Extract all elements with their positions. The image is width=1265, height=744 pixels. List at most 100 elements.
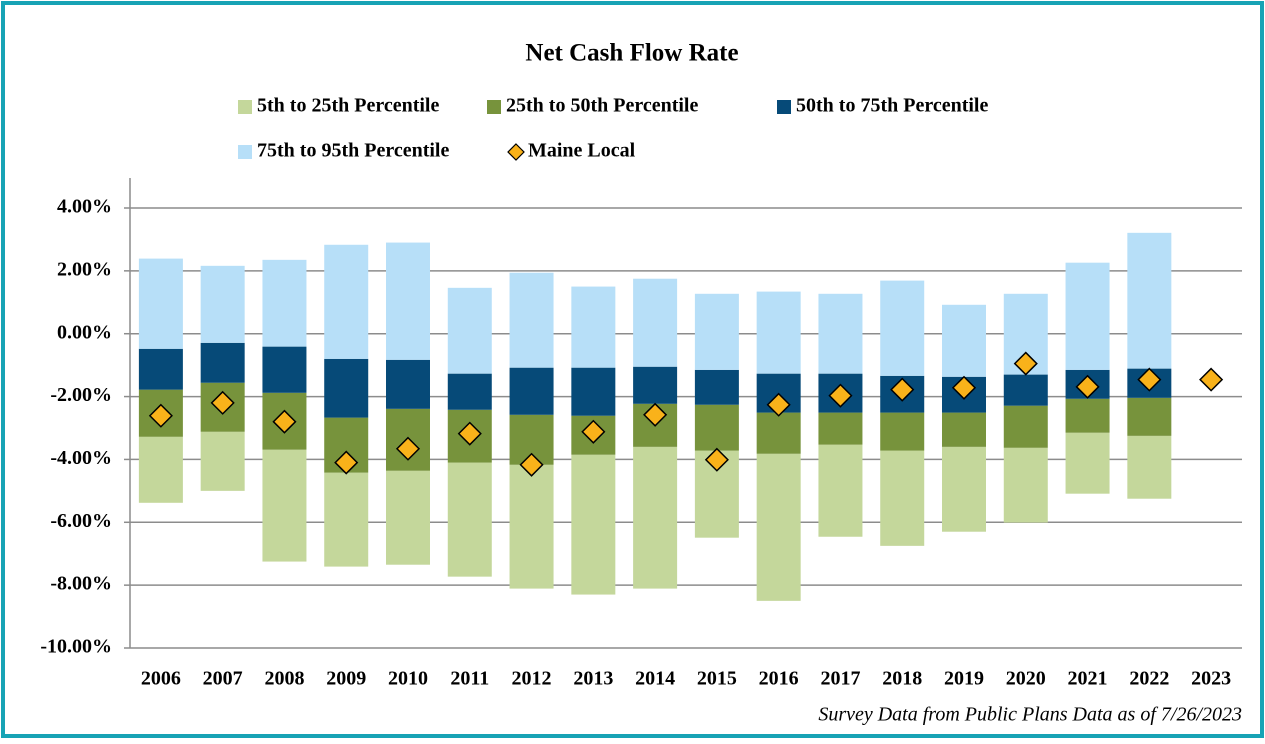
- bar-segment: [386, 242, 430, 360]
- bar-segment: [200, 431, 245, 491]
- bar-segment: [1127, 435, 1172, 499]
- x-tick-label: 2013: [573, 668, 613, 690]
- bar-segment: [818, 293, 863, 374]
- x-tick-label: 2018: [882, 668, 922, 690]
- marker: [951, 375, 977, 400]
- y-tick-label: 0.00%: [57, 321, 112, 343]
- bar-segment: [1127, 397, 1172, 436]
- marker: [766, 392, 791, 417]
- bar-segment: [818, 444, 863, 537]
- marker: [890, 377, 915, 402]
- bar-segment: [509, 272, 554, 368]
- marker: [334, 450, 359, 475]
- y-tick-label: -6.00%: [50, 510, 112, 532]
- marker: [1199, 367, 1224, 392]
- bar-segment: [138, 258, 183, 349]
- bar-segment: [756, 453, 801, 601]
- x-tick-label: 2008: [264, 668, 304, 690]
- bar-segment: [571, 454, 616, 595]
- bar-segment: [1003, 405, 1048, 448]
- x-tick-label: 2014: [635, 668, 675, 690]
- bar-segment: [880, 412, 925, 451]
- marker: [519, 452, 544, 477]
- legend-swatch: [777, 100, 791, 114]
- bar-segment: [756, 291, 801, 374]
- bar-segment: [447, 373, 492, 410]
- x-tick-label: 2021: [1068, 668, 1108, 690]
- y-tick-label: -2.00%: [50, 384, 112, 406]
- bar-segment: [509, 367, 554, 415]
- x-tick-label: 2023: [1191, 668, 1231, 690]
- x-tick-label: 2010: [388, 668, 428, 690]
- bar-segment: [1127, 232, 1172, 369]
- bar-segment: [942, 412, 986, 447]
- x-tick-label: 2007: [203, 668, 243, 690]
- bar-segment: [1065, 262, 1110, 370]
- bar-segment: [262, 449, 307, 562]
- bar-segment: [942, 446, 986, 532]
- bar-segment: [138, 436, 183, 503]
- x-tick-label: 2020: [1006, 668, 1046, 690]
- bar-segment: [324, 472, 369, 567]
- legend-label: 75th to 95th Percentile: [257, 140, 449, 162]
- marker: [704, 447, 729, 472]
- bar-segment: [694, 369, 739, 405]
- marker: [643, 402, 668, 427]
- marker: [581, 419, 606, 444]
- bar-segment: [386, 359, 430, 409]
- marker: [1137, 367, 1162, 392]
- marker: [272, 409, 297, 434]
- bar-segment: [262, 259, 307, 347]
- bar-segment: [200, 342, 245, 383]
- chart-title: Net Cash Flow Rate: [525, 40, 738, 67]
- legend-label: 25th to 50th Percentile: [506, 95, 698, 117]
- x-tick-label: 2012: [512, 668, 552, 690]
- x-tick-label: 2006: [141, 668, 181, 690]
- bar-segment: [324, 244, 369, 359]
- marker: [1013, 351, 1038, 376]
- bar-segment: [386, 470, 430, 565]
- x-tick-label: 2022: [1129, 668, 1169, 690]
- marker: [395, 436, 421, 461]
- legend-label: 50th to 75th Percentile: [796, 95, 988, 117]
- x-tick-label: 2011: [450, 668, 489, 690]
- bar-segment: [694, 404, 739, 451]
- bar-segment: [447, 287, 492, 374]
- bar-segment: [1065, 432, 1110, 494]
- bar-segment: [633, 278, 678, 367]
- bar-segment: [633, 446, 678, 589]
- bar-segment: [509, 464, 554, 589]
- legend-label: 5th to 25th Percentile: [257, 95, 439, 117]
- x-tick-label: 2017: [820, 668, 860, 690]
- y-tick-label: 2.00%: [57, 258, 112, 280]
- bar-segment: [942, 304, 986, 377]
- bar-segment: [571, 286, 616, 368]
- bar-segment: [138, 348, 183, 390]
- bar-segment: [200, 265, 245, 343]
- x-tick-label: 2009: [326, 668, 366, 690]
- source-note: Survey Data from Public Plans Data as of…: [818, 704, 1242, 726]
- legend-swatch: [238, 145, 252, 159]
- marker: [828, 383, 853, 408]
- bar-segment: [1065, 398, 1110, 433]
- y-tick-label: -8.00%: [50, 573, 112, 595]
- bar-segment: [571, 367, 616, 416]
- x-tick-label: 2019: [944, 668, 984, 690]
- bar-segment: [1003, 447, 1048, 523]
- legend-label: Maine Local: [528, 140, 636, 162]
- bar-segment: [818, 412, 863, 445]
- legend-marker: [507, 143, 525, 161]
- bar-segment: [694, 293, 739, 370]
- y-tick-label: 4.00%: [57, 196, 112, 218]
- marker: [148, 403, 173, 428]
- bar-segment: [324, 358, 369, 418]
- bar-segment: [880, 450, 925, 546]
- legend-swatch: [487, 100, 501, 114]
- marker: [457, 421, 482, 446]
- bar-segment: [880, 280, 925, 376]
- bar-segment: [262, 346, 307, 393]
- bar-segment: [633, 366, 678, 404]
- bar-segment: [1003, 374, 1048, 406]
- x-tick-label: 2015: [697, 668, 737, 690]
